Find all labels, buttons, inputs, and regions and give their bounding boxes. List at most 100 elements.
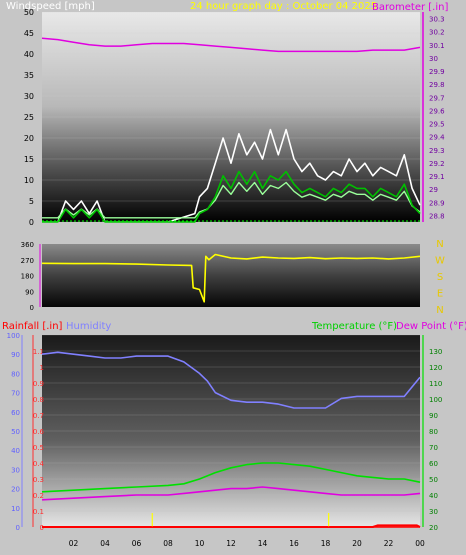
humidity-tick-label: 30	[11, 466, 20, 474]
compass-label: E	[437, 289, 443, 300]
compass-label: N	[436, 239, 443, 250]
rain-tick-label: 0.9	[33, 380, 44, 388]
y-tick-label: 20	[24, 134, 34, 143]
x-tick-label: 04	[100, 539, 110, 548]
humidity-tick-label: 80	[11, 370, 20, 378]
y2-tick-label: 29.7	[429, 94, 445, 102]
y2-tick-label: 29.5	[429, 121, 445, 129]
y2-tick-label: 30.1	[429, 42, 445, 50]
temperature-tick-label: 90	[429, 412, 438, 420]
rain-tick-label: 0.7	[33, 412, 44, 420]
humidity-tick-label: 70	[11, 390, 20, 398]
compass-label: W	[435, 256, 445, 267]
humidity-tick-label: 90	[11, 351, 20, 359]
x-tick-label: 22	[384, 539, 394, 548]
x-tick-label: 16	[289, 539, 299, 548]
rain-tick-label: 1.1	[33, 348, 44, 356]
humidity-tick-label: 0	[16, 524, 20, 532]
x-tick-label: 18	[321, 539, 331, 548]
dewpoint-axis-label: Dew Point (°F)	[396, 321, 466, 332]
y2-tick-label: 29.1	[429, 173, 445, 181]
y-tick-label: 270	[21, 257, 34, 265]
x-tick-label: 14	[258, 539, 268, 548]
temperature-tick-label: 110	[429, 380, 442, 388]
wind-barometer-chart: 0 5 10 15 20 25 30 35 40 45 50 28.8 28.9 29 29.1 29.2 29…	[6, 1, 448, 227]
wind-average-line	[42, 170, 421, 223]
humidity-axis-label: Humidity	[66, 321, 111, 332]
x-tick-label: 12	[226, 539, 236, 548]
rain-tick-label: 0	[40, 524, 44, 532]
temperature-tick-label: 40	[429, 492, 438, 500]
y-tick-label: 45	[24, 29, 34, 38]
y2-tick-label: 28.8	[429, 212, 445, 220]
y-tick-label: 25	[24, 113, 34, 122]
y-tick-label: 50	[24, 8, 34, 17]
y2-tick-label: 30.2	[429, 29, 445, 37]
rain-tick-label: 0.2	[33, 492, 44, 500]
humidity-tick-label: 10	[11, 505, 20, 513]
y-tick-label: 30	[24, 92, 34, 101]
temperature-tick-label: 80	[429, 428, 438, 436]
y2-tick-label: 30.3	[429, 16, 445, 24]
wind-direction-line	[41, 253, 421, 303]
y-tick-label: 10	[24, 176, 34, 185]
y-tick-label: 15	[24, 155, 34, 164]
y2-tick-label: 29.8	[429, 81, 445, 89]
left-axis-label: Windspeed [mph]	[6, 1, 95, 12]
y2-tick-label: 28.9	[429, 199, 445, 207]
humidity-line	[41, 351, 421, 409]
x-tick-label: 00	[415, 539, 425, 548]
humidity-tick-label: 20	[11, 486, 20, 494]
y-tick-label: 40	[24, 50, 34, 59]
temperature-tick-label: 100	[429, 396, 442, 404]
barometer-line	[41, 37, 421, 53]
y2-tick-label: 30	[429, 55, 438, 63]
y-tick-label: 180	[21, 273, 34, 281]
x-tick-label: 10	[195, 539, 205, 548]
y-tick-label: 360	[21, 241, 34, 249]
dewpoint-line	[41, 486, 421, 501]
compass-label: N	[436, 305, 443, 316]
rain-tick-label: 0.3	[33, 476, 44, 484]
y2-tick-label: 29.3	[429, 147, 445, 155]
y-tick-label: 0	[29, 218, 34, 227]
humidity-tick-label: 50	[11, 428, 20, 436]
humidity-tick-label: 40	[11, 447, 20, 455]
x-tick-label: 02	[69, 539, 79, 548]
right-axis-label: Barometer [.in]	[372, 2, 448, 13]
temperature-axis-label: Temperature (°F)	[311, 321, 397, 332]
rain-tick-label: 0.5	[33, 444, 44, 452]
rain-tick-label: 0.6	[33, 428, 45, 436]
x-tick-label: 06	[132, 539, 142, 548]
temperature-tick-label: 20	[429, 524, 438, 532]
temperature-tick-label: 120	[429, 364, 442, 372]
rain-tick-label: 0.4	[33, 460, 45, 468]
y2-tick-label: 29	[429, 186, 438, 194]
temperature-line	[41, 462, 421, 493]
y2-tick-label: 29.4	[429, 134, 445, 142]
temperature-tick-label: 130	[429, 348, 442, 356]
y-tick-label: 35	[24, 71, 34, 80]
temperature-tick-label: 50	[429, 476, 438, 484]
x-tick-label: 20	[352, 539, 362, 548]
y-tick-label: 5	[29, 197, 34, 206]
temperature-tick-label: 70	[429, 444, 438, 452]
rain-tick-label: 0.8	[33, 396, 44, 404]
y-tick-label: 90	[25, 288, 34, 296]
temperature-tick-label: 60	[429, 460, 438, 468]
wind-gust-line	[42, 128, 421, 223]
y2-tick-label: 29.9	[429, 68, 445, 76]
compass-label: S	[437, 272, 443, 283]
humidity-tick-label: 60	[11, 409, 20, 417]
rain-tick-label: 0.1	[33, 508, 44, 516]
rain-axis-label: Rainfall [.in]	[2, 321, 63, 332]
wind-mid-line	[42, 181, 421, 219]
temperature-tick-label: 30	[429, 508, 438, 516]
y2-tick-label: 29.2	[429, 160, 445, 168]
chart-title: 24 hour graph day : October 04 2025	[190, 1, 377, 12]
plot-area	[42, 244, 420, 307]
y-tick-label: 0	[30, 304, 34, 312]
